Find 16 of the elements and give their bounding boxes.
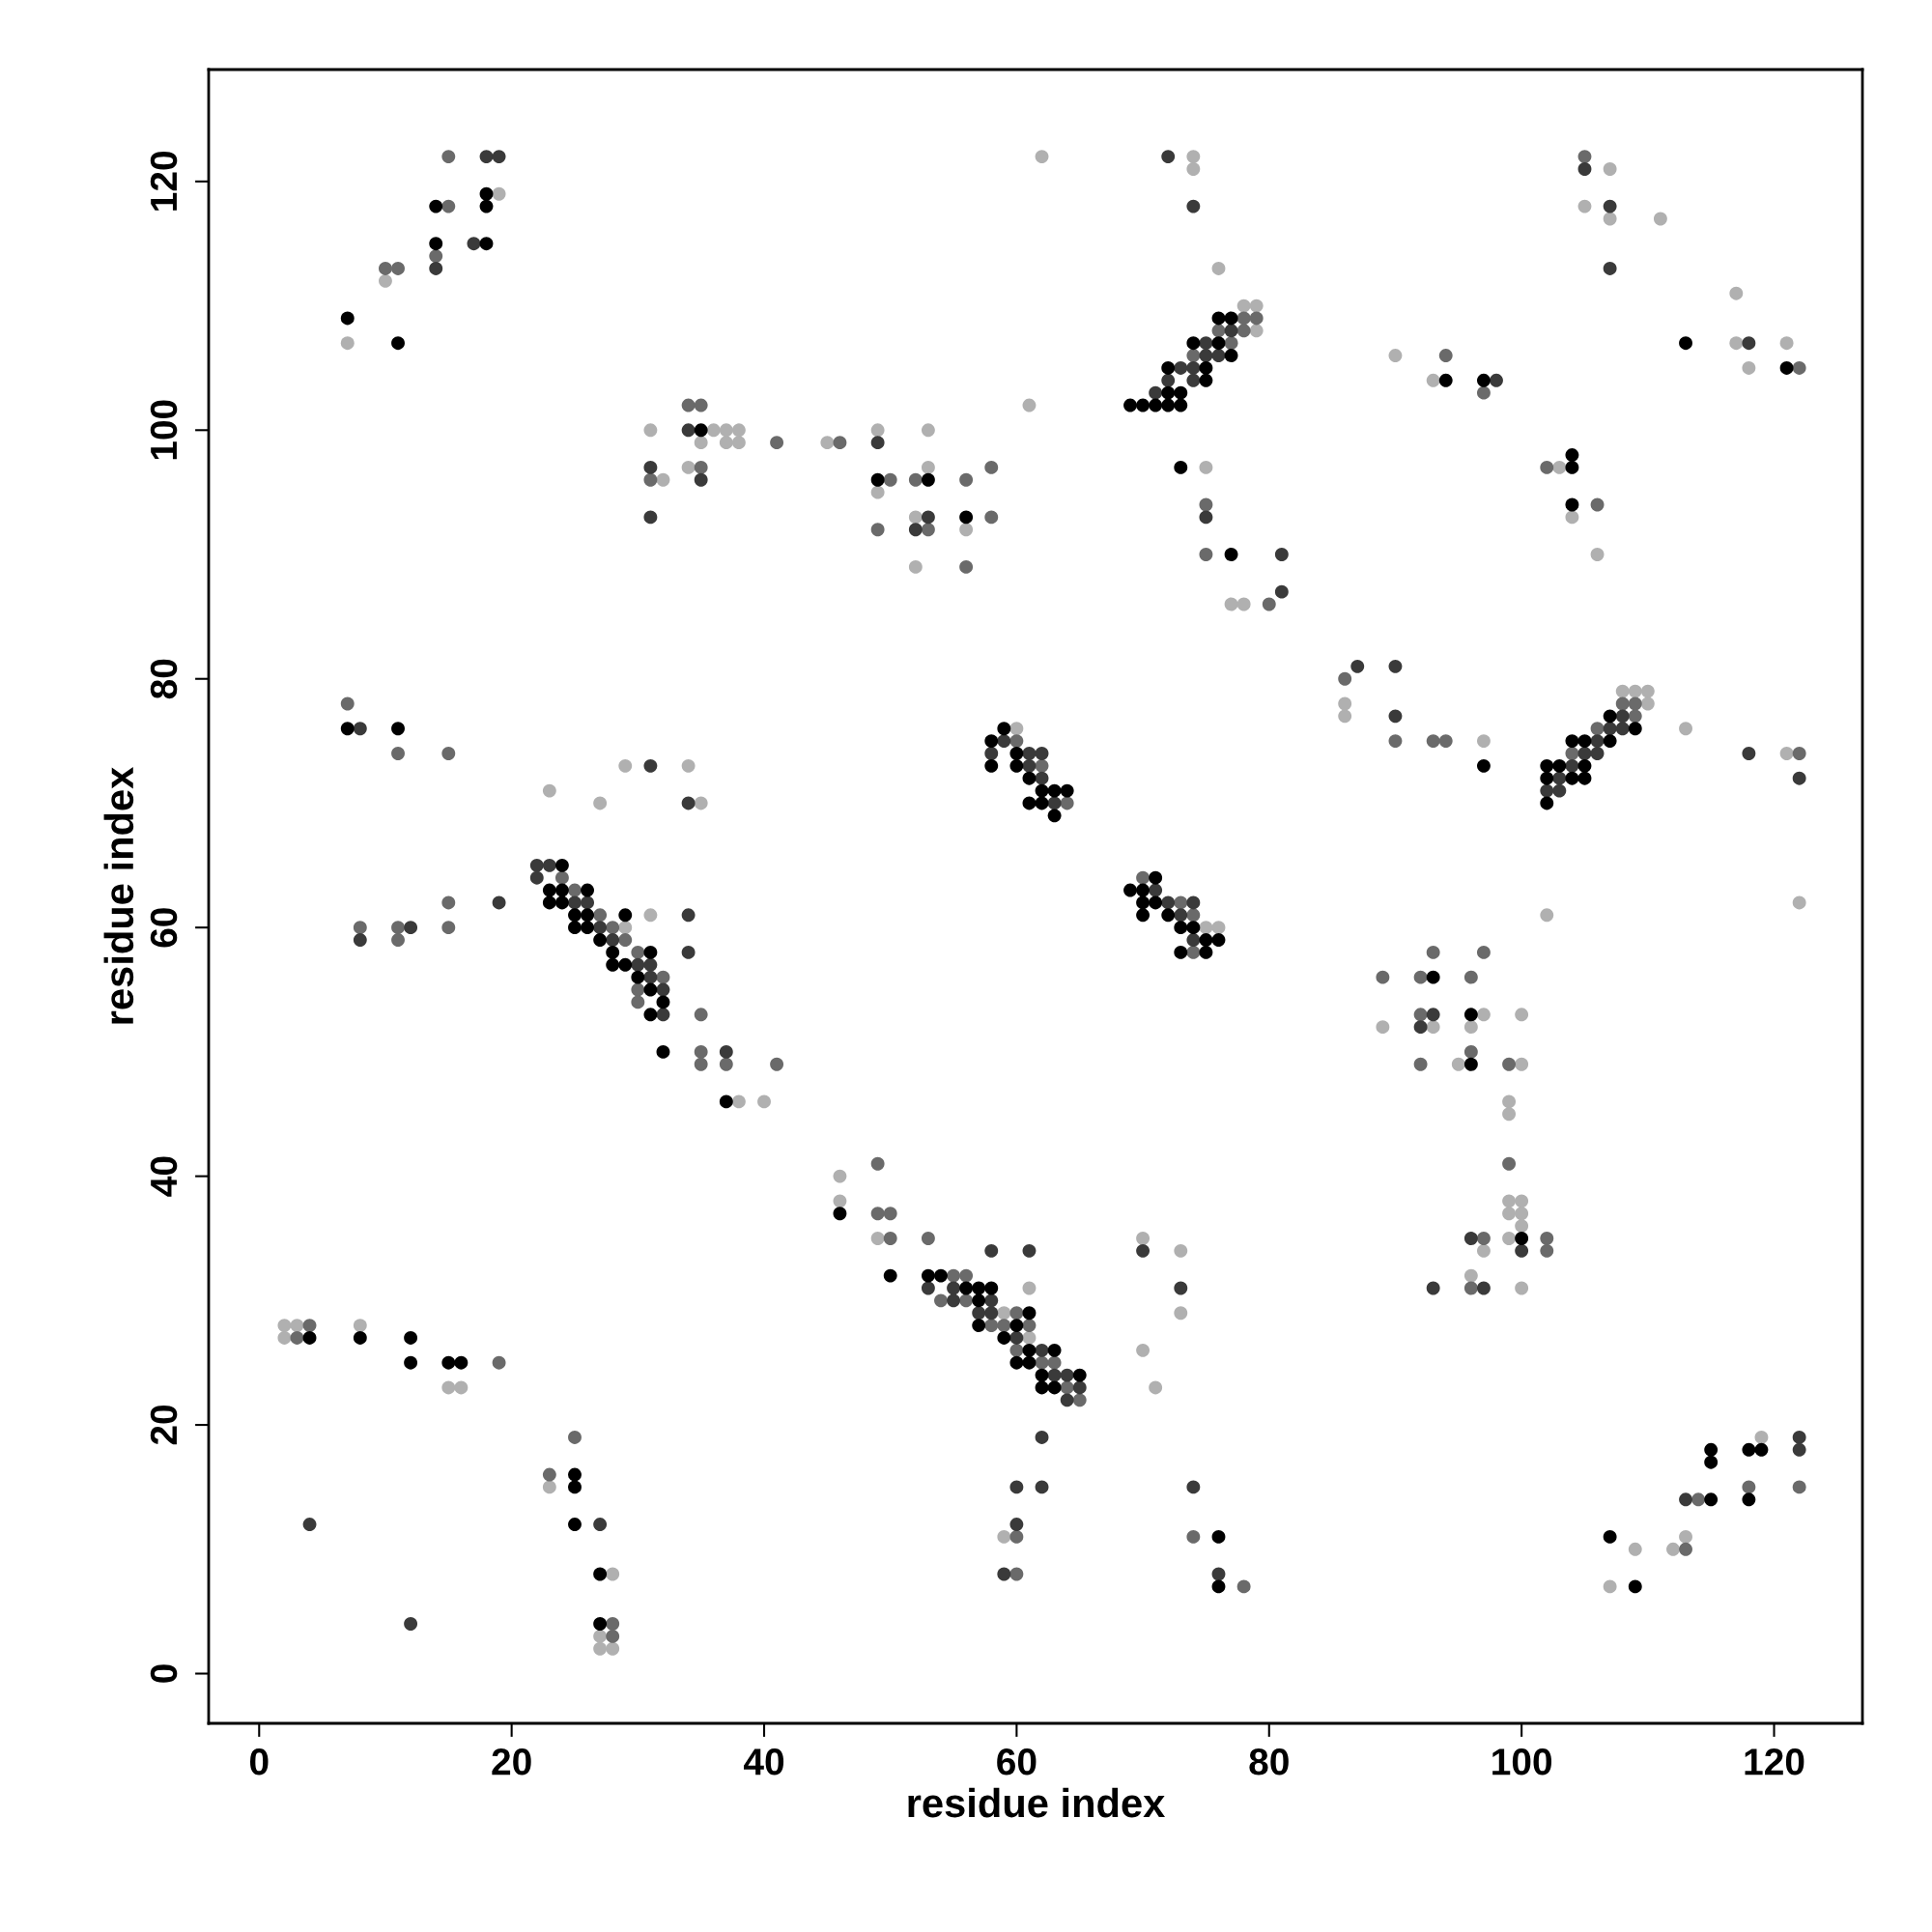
x-tick-label: 100: [1492, 1748, 1551, 1776]
y-tick-label: 40: [150, 1156, 178, 1197]
x-tick-label: 40: [743, 1748, 784, 1776]
y-tick-label: 100: [150, 400, 178, 460]
y-tick-label: 0: [150, 1664, 178, 1683]
x-tick-label: 120: [1745, 1748, 1804, 1776]
y-tick-label: 120: [150, 152, 178, 211]
x-tick-label: 20: [492, 1748, 531, 1776]
y-tick-label: 20: [150, 1406, 178, 1445]
y-axis-title: residue index: [103, 766, 134, 1024]
x-tick-label: 80: [1249, 1748, 1289, 1776]
x-tick-label: 60: [997, 1748, 1037, 1776]
x-axis-title: residue index: [908, 1787, 1166, 1818]
y-tick-label: 80: [150, 659, 178, 699]
y-tick-label: 60: [150, 908, 178, 948]
x-tick-label: 0: [250, 1748, 269, 1776]
